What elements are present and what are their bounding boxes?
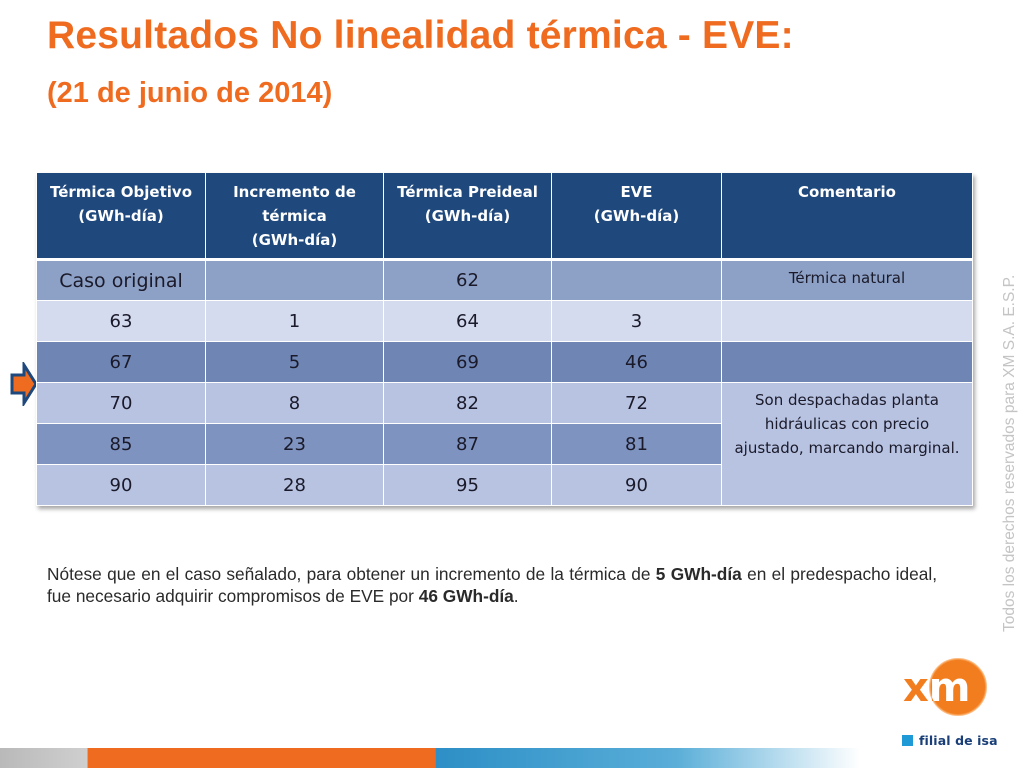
cell-eve: 46 bbox=[551, 341, 722, 383]
column-header-eve: EVE (GWh-día) bbox=[551, 173, 722, 261]
arrow-right-icon bbox=[10, 362, 38, 406]
cell-termica-preideal: 87 bbox=[383, 423, 552, 465]
cell-incremento: 5 bbox=[205, 341, 384, 383]
table-row: Caso original 62 Térmica natural bbox=[36, 259, 973, 301]
cell-termica-preideal: 82 bbox=[383, 382, 552, 424]
svg-text:xm: xm bbox=[903, 665, 970, 711]
cell-eve: 72 bbox=[551, 382, 722, 424]
cell-eve: 81 bbox=[551, 423, 722, 465]
cell-termica-preideal: 64 bbox=[383, 300, 552, 342]
column-header-termica-preideal: Térmica Preideal (GWh-día) bbox=[383, 173, 552, 261]
cell-termica-objetivo: Caso original bbox=[36, 259, 206, 301]
table-row: 67 5 69 46 bbox=[36, 341, 973, 383]
page-title: Resultados No linealidad térmica - EVE: bbox=[47, 14, 794, 57]
cell-termica-objetivo: 63 bbox=[36, 300, 206, 342]
cell-termica-preideal: 95 bbox=[383, 464, 552, 506]
cell-incremento bbox=[205, 259, 384, 301]
column-header-incremento: Incremento de térmica (GWh-día) bbox=[205, 173, 384, 261]
cell-termica-preideal: 62 bbox=[383, 259, 552, 301]
cell-termica-preideal: 69 bbox=[383, 341, 552, 383]
cell-incremento: 8 bbox=[205, 382, 384, 424]
cell-comentario: Son despachadas planta hidráulicas con p… bbox=[721, 382, 973, 506]
cell-comentario bbox=[721, 341, 973, 383]
column-header-termica-objetivo: Térmica Objetivo (GWh-día) bbox=[36, 173, 206, 261]
cell-incremento: 28 bbox=[205, 464, 384, 506]
table-header-row: Térmica Objetivo (GWh-día) Incremento de… bbox=[36, 173, 973, 261]
footnote: Nótese que en el caso señalado, para obt… bbox=[47, 564, 937, 606]
cell-eve: 90 bbox=[551, 464, 722, 506]
highlight-value: 5 GWh-día bbox=[655, 564, 742, 584]
cell-termica-objetivo: 85 bbox=[36, 423, 206, 465]
cell-incremento: 1 bbox=[205, 300, 384, 342]
table-row: 63 1 64 3 bbox=[36, 300, 973, 342]
cell-eve: 3 bbox=[551, 300, 722, 342]
copyright-notice: Todos los derechos reservados para XM S.… bbox=[1001, 274, 1018, 632]
column-header-comentario: Comentario bbox=[721, 173, 973, 261]
cell-comentario bbox=[721, 300, 973, 342]
cell-termica-objetivo: 90 bbox=[36, 464, 206, 506]
highlight-value: 46 GWh-día bbox=[418, 586, 514, 606]
square-icon bbox=[902, 734, 913, 746]
cell-termica-objetivo: 70 bbox=[36, 382, 206, 424]
results-table: Térmica Objetivo (GWh-día) Incremento de… bbox=[36, 173, 973, 506]
cell-eve bbox=[551, 259, 722, 301]
cell-termica-objetivo: 67 bbox=[36, 341, 206, 383]
page-subtitle: (21 de junio de 2014) bbox=[47, 77, 333, 109]
table-row: 70 8 82 72 Son despachadas planta hidráu… bbox=[36, 382, 973, 506]
footer-bar bbox=[0, 748, 1024, 768]
cell-comentario: Térmica natural bbox=[721, 259, 973, 301]
cell-incremento: 23 bbox=[205, 423, 384, 465]
logo-tagline: filial de isa bbox=[902, 732, 998, 748]
svg-text:xm: xm bbox=[903, 665, 970, 711]
xm-logo: xm xm bbox=[903, 658, 987, 716]
